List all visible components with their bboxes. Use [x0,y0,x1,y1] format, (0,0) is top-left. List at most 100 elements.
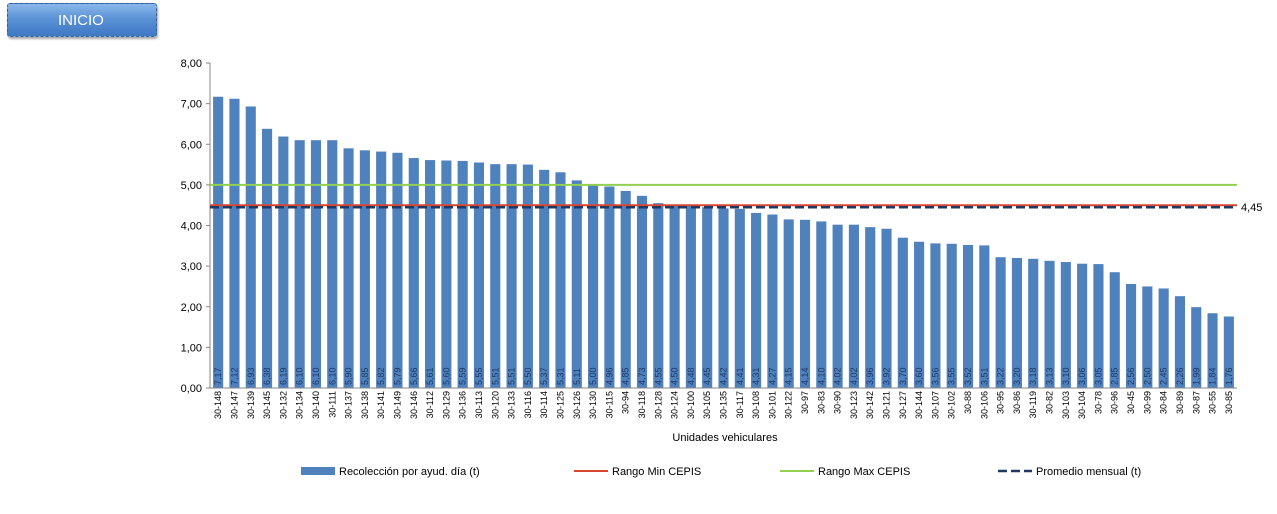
y-tick-label: 4,00 [181,221,202,233]
x-tick-label: 30-118 [637,391,647,418]
bar-value-label: 2,50 [1142,367,1152,385]
bar [995,257,1006,388]
bar-value-label: 5,00 [588,367,598,385]
bar [669,205,680,388]
bars: 7,17 7,12 6,93 6,38 6,19 6,10 6,10 6,10 5,90 5,85… [213,96,1234,389]
bar [310,140,322,388]
bar [359,150,370,388]
bar [930,243,941,389]
x-tick-label: 30-101 [767,391,777,419]
x-axis: 30-148 30-147 30-139 30-145 30-132 30-134 30-1… [210,387,1237,419]
legend-item-promedio: Promedio mensual (t) [998,466,1141,478]
bar [1207,313,1218,388]
x-tick-label: 30-100 [686,391,696,419]
bar-value-label: 5,50 [523,367,533,385]
x-tick-label: 30-112 [425,391,435,418]
x-tick-label: 30-115 [604,391,614,418]
bar [473,162,485,388]
bar-value-label: 2,45 [1159,367,1169,385]
bar-value-label: 5,82 [376,367,386,385]
bar [685,206,696,388]
bar-value-label: 6,10 [327,367,337,385]
x-tick-label: 30-90 [833,391,843,414]
bar-value-label: 4,73 [637,367,647,385]
x-tick-label: 30-99 [1142,391,1152,414]
x-tick-label: 30-130 [588,391,598,419]
legend-label: Recolección por ayud. día (t) [339,466,480,478]
bar-value-label: 4,42 [719,367,729,385]
bar [1223,316,1234,388]
x-tick-label: 30-127 [898,391,908,419]
x-tick-label: 30-144 [914,391,924,419]
bar-value-label: 3,18 [1028,367,1038,385]
bar [294,140,305,388]
bar [490,164,501,388]
bar-value-label: 3,60 [914,367,924,385]
bar [816,221,827,388]
bar [327,140,338,388]
bar [506,164,517,388]
bar [245,106,256,388]
x-tick-label: 30-126 [572,391,582,419]
bar [799,219,811,388]
bar [1142,286,1153,388]
bar [914,241,925,388]
bar-value-label: 5,11 [572,368,582,385]
bar-value-label: 3,92 [882,367,892,385]
y-tick-label: 8,00 [181,58,202,70]
bar [620,190,631,388]
bar-value-label: 3,06 [1077,367,1087,385]
bar-value-label: 4,48 [686,367,696,385]
x-tick-label: 30-121 [882,391,892,419]
legend-item-recoleccion: Recolección por ayud. día (t) [301,466,480,478]
x-tick-label: 30-119 [1028,391,1038,418]
x-tick-label: 30-145 [262,391,272,419]
bar-value-label: 3,52 [963,367,973,385]
bar-value-label: 4,15 [784,367,794,385]
x-tick-label: 30-102 [947,391,957,419]
bar [1174,296,1185,388]
average-value-label: 4,45 [1241,202,1262,214]
bar-value-label: 5,90 [344,367,354,385]
bar [457,160,468,388]
x-tick-label: 30-139 [246,391,256,419]
bar [262,128,273,388]
bar-value-label: 5,37 [539,367,549,385]
bar-value-label: 4,02 [833,367,843,385]
bar [881,228,892,388]
inicio-button[interactable]: INICIO [7,3,157,37]
legend: Recolección por ayud. día (t) Rango Min C… [301,466,1141,478]
bar [555,172,566,388]
x-tick-label: 30-125 [555,391,565,419]
bar-value-label: 5,60 [441,367,451,385]
x-tick-label: 30-137 [344,391,354,419]
x-tick-label: 30-85 [1224,391,1234,414]
x-tick-label: 30-134 [295,391,305,419]
bar [1011,258,1022,388]
bar [522,164,533,388]
x-tick-label: 30-135 [719,391,729,419]
y-tick-label: 6,00 [181,139,202,151]
y-tick-label: 0,00 [181,383,202,395]
bar-value-label: 3,22 [996,367,1006,385]
bar-value-label: 4,41 [735,367,745,385]
x-tick-label: 30-106 [979,391,989,419]
bar [718,208,729,388]
bar [425,160,436,388]
bar-value-label: 4,02 [849,367,859,385]
bar [1191,307,1202,388]
legend-swatch [301,467,335,475]
bar [1109,272,1120,388]
x-tick-label: 30-104 [1077,391,1087,419]
y-tick-label: 2,00 [181,302,202,314]
bar-value-label: 3,70 [898,367,908,385]
bar [946,243,957,388]
x-tick-label: 30-111 [327,391,337,418]
bar-value-label: 4,55 [653,367,663,385]
x-tick-label: 30-87 [1191,391,1201,414]
bar-value-label: 5,55 [474,367,484,385]
bar-value-label: 6,19 [278,367,288,385]
reference-lines: 4,45 [210,183,1262,214]
bar-value-label: 6,93 [246,367,256,385]
x-tick-label: 30-113 [474,391,484,418]
